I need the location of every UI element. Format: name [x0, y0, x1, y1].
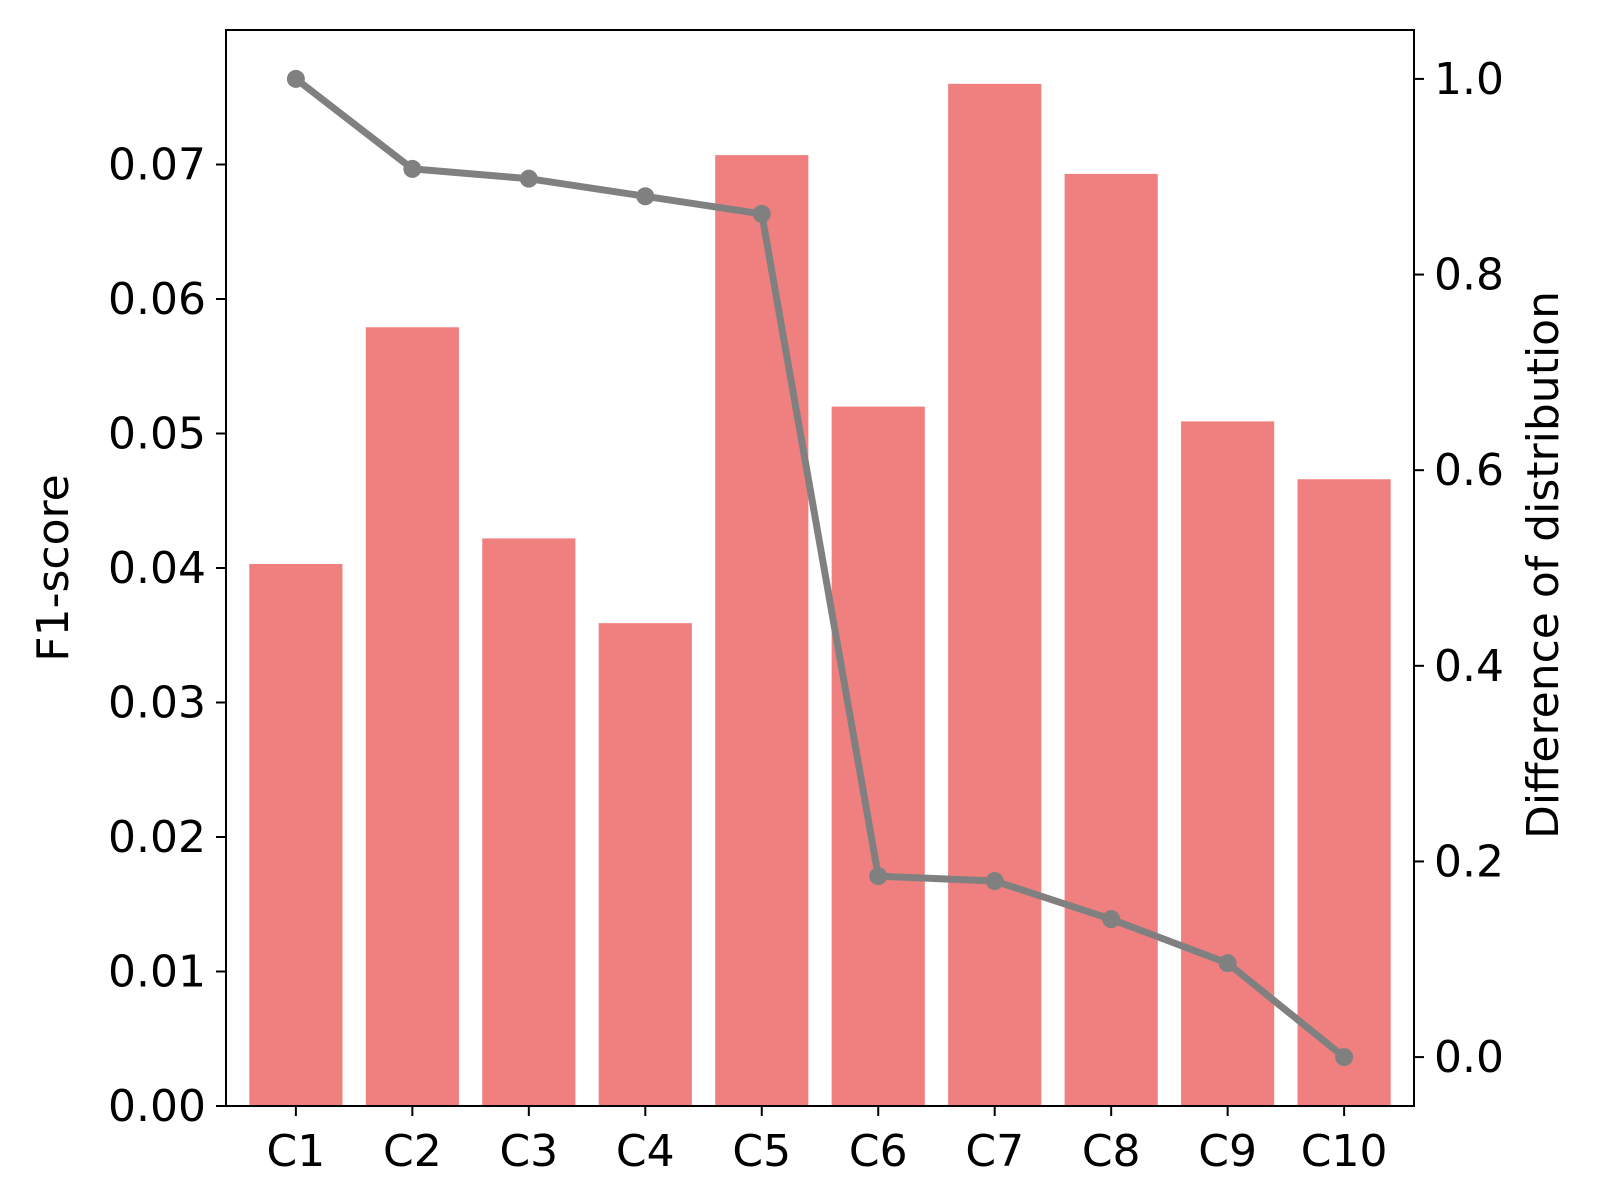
- left-axis-ticks: 0.00 0.01 0.02 0.03 0.04 0.05 0.06 0.07: [108, 140, 226, 1132]
- bar-C7: [948, 83, 1042, 1107]
- y-tick-label: 0.03: [108, 678, 206, 729]
- y-tick-label: 0.02: [108, 812, 206, 863]
- y2-tick-label: 0.4: [1434, 641, 1504, 692]
- y-tick-label: 0.04: [108, 543, 206, 594]
- y2-tick-label: 0.8: [1434, 250, 1504, 301]
- x-tick-label: C4: [616, 1126, 675, 1177]
- y-tick-label: 0.06: [108, 274, 206, 325]
- right-axis-ticks: 0.0 0.2 0.4 0.6 0.8 1.0: [1414, 54, 1504, 1083]
- bar-C8: [1064, 173, 1158, 1107]
- x-axis-ticks: C1 C2 C3 C4 C5 C6 C7 C8 C9 C10: [267, 1106, 1388, 1177]
- line-points: [286, 69, 1354, 1067]
- y2-tick-label: 0.0: [1434, 1032, 1504, 1083]
- x-tick-label: C6: [849, 1126, 908, 1177]
- bar-C6: [831, 406, 925, 1107]
- line-point-C10: [1335, 1048, 1354, 1067]
- line-point-C4: [636, 187, 655, 206]
- y2-tick-label: 1.0: [1434, 54, 1504, 105]
- x-tick-label: C3: [499, 1126, 558, 1177]
- line-point-C8: [1102, 910, 1121, 929]
- bar-C9: [1181, 421, 1275, 1106]
- x-tick-label: C7: [965, 1126, 1024, 1177]
- x-tick-label: C5: [732, 1126, 791, 1177]
- line-point-C1: [286, 69, 305, 88]
- bar-C4: [598, 623, 692, 1106]
- line-point-C3: [519, 169, 538, 188]
- x-tick-label: C2: [383, 1126, 442, 1177]
- y2-tick-label: 0.6: [1434, 445, 1504, 496]
- y-axis-title: F1-score: [28, 474, 79, 661]
- x-tick-label: C9: [1198, 1126, 1257, 1177]
- line-point-C9: [1218, 954, 1237, 973]
- y-tick-label: 0.05: [108, 409, 206, 460]
- line-point-C6: [869, 867, 888, 886]
- bar-C1: [249, 563, 343, 1106]
- y2-axis-title: Difference of distribution: [1518, 291, 1569, 839]
- x-tick-label: C8: [1082, 1126, 1141, 1177]
- bar-C3: [482, 538, 576, 1106]
- x-tick-label: C1: [267, 1126, 326, 1177]
- y-tick-label: 0.00: [108, 1081, 206, 1132]
- line-point-C2: [403, 159, 422, 178]
- y-tick-label: 0.07: [108, 140, 206, 191]
- y2-tick-label: 0.2: [1434, 836, 1504, 887]
- bar-C10: [1297, 479, 1391, 1107]
- bar-series: [249, 83, 1391, 1107]
- line-path: [293, 76, 1347, 1060]
- y-tick-label: 0.01: [108, 947, 206, 998]
- line-point-C7: [985, 872, 1004, 891]
- line-series: [293, 76, 1347, 1060]
- line-point-C5: [752, 204, 771, 223]
- bar-C5: [715, 155, 809, 1106]
- bar-C2: [365, 327, 459, 1106]
- x-tick-label: C10: [1301, 1126, 1388, 1177]
